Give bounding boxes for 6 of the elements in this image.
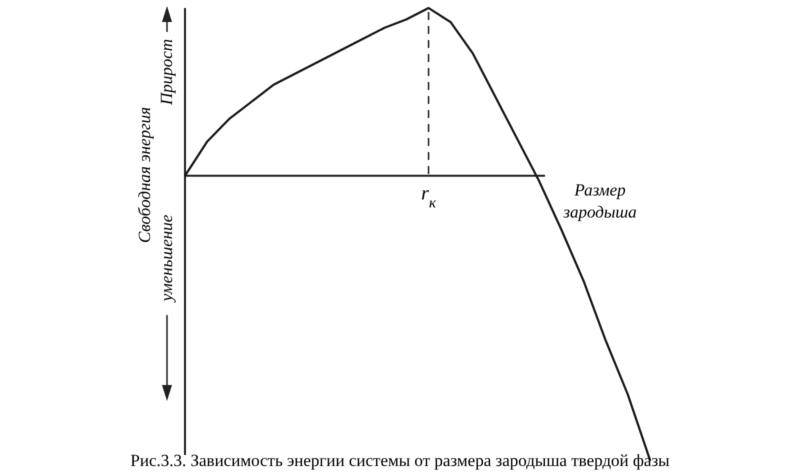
annotation: r$_{к}$ [421, 182, 437, 212]
annotation: уменьшение [157, 214, 176, 304]
y-axis-title: Свободная энергия [135, 106, 154, 244]
annotation: Рис.3.3. Зависимость энергии системы от размера зародыша твердой фазы [130, 451, 670, 470]
x-axis-title: Размер зародыша [562, 180, 637, 222]
annotation: Прирост [157, 38, 176, 106]
